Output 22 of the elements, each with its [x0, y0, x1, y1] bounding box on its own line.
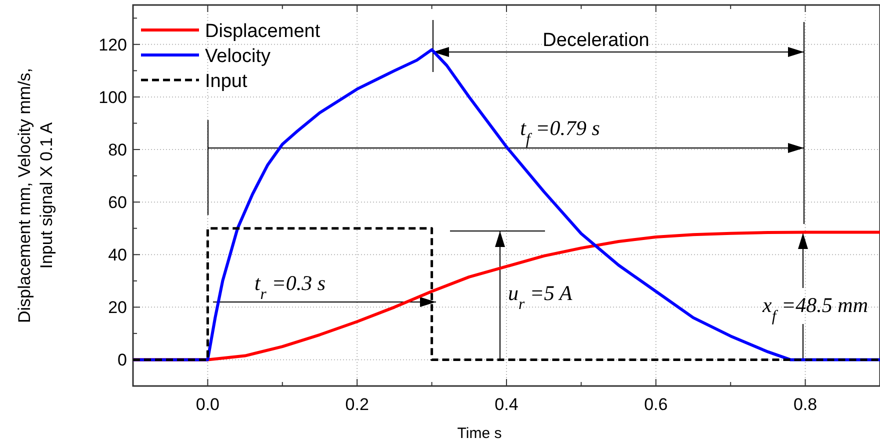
- annotation: Deceleration: [542, 30, 650, 51]
- legend-label: Displacement: [205, 21, 321, 42]
- y-tick-label: 40: [108, 246, 127, 265]
- y-tick-label: 60: [108, 193, 127, 212]
- annotation: t$_{r}$ =0.3 s: [254, 271, 326, 302]
- y-tick-label: 80: [108, 140, 127, 160]
- legend-label: Input: [205, 71, 248, 92]
- x-tick-label: 0.4: [494, 395, 518, 414]
- annotation: t$_{f}$ =0.79 s: [520, 116, 600, 148]
- y-tick-label: 100: [98, 88, 127, 107]
- y-tick-label: 0: [118, 350, 127, 370]
- x-tick-label: 0.8: [793, 395, 818, 414]
- x-tick-label: 0.6: [644, 395, 668, 414]
- annotation: u$_{r}$ =5 A: [508, 281, 572, 312]
- annotation: x$_{f}$ =48.5 mm: [762, 293, 868, 324]
- y-tick-label: 120: [98, 35, 127, 54]
- y-axis-title: Displacement mm, Velocity mm/s, Input signal X 0.1 A: [15, 68, 56, 324]
- x-tick-label: 0.0: [196, 395, 220, 414]
- x-tick-label: 0.2: [345, 395, 369, 414]
- x-axis-title: Time s: [457, 425, 502, 442]
- y-tick-label: 20: [108, 298, 127, 318]
- legend-label: Velocity: [205, 46, 271, 67]
